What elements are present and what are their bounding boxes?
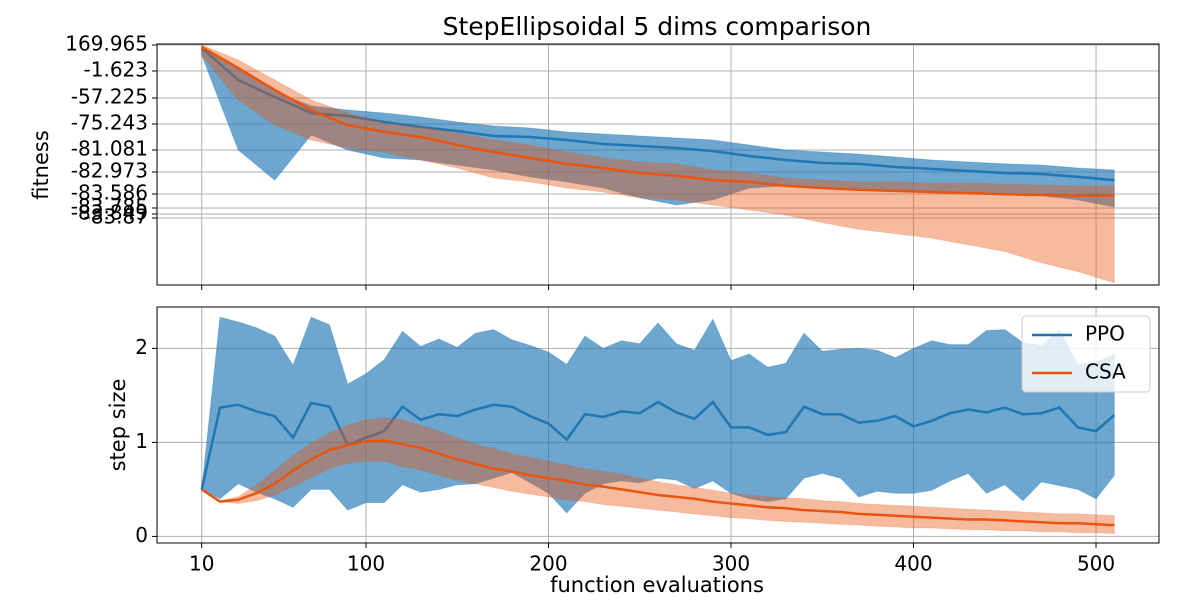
y-tick-label: 0 bbox=[135, 523, 148, 547]
confidence-band bbox=[201, 316, 1115, 514]
y-axis-label: step size bbox=[106, 379, 130, 472]
y-tick-label: -83.586 bbox=[71, 181, 148, 205]
x-tick-label: 200 bbox=[529, 552, 567, 576]
x-tick-label: 400 bbox=[894, 552, 932, 576]
series-line bbox=[200, 47, 1115, 182]
plot-area bbox=[200, 316, 1116, 535]
x-tick-label: 10 bbox=[189, 552, 214, 576]
y-tick-label: -83.87 bbox=[84, 205, 148, 229]
x-tick-label: 300 bbox=[712, 552, 750, 576]
y-tick-label: 1 bbox=[135, 429, 148, 453]
y-tick-label: -57.225 bbox=[71, 85, 148, 109]
y-tick-label: -83.849 bbox=[71, 201, 148, 225]
x-axis-label: function evaluations bbox=[550, 573, 764, 597]
axes-frame bbox=[156, 306, 1160, 544]
y-tick-label: -75.243 bbox=[71, 111, 148, 135]
x-tick-label: 500 bbox=[1077, 552, 1115, 576]
x-tick-label: 100 bbox=[347, 552, 385, 576]
plot-area bbox=[200, 44, 1115, 284]
series-line bbox=[201, 439, 1115, 527]
y-tick-label: -83.785 bbox=[71, 195, 148, 219]
legend-label: PPO bbox=[1085, 322, 1125, 346]
y-tick-label: -82.973 bbox=[71, 159, 148, 183]
chart-title: StepEllipsoidal 5 dims comparison bbox=[443, 12, 872, 41]
y-tick-label: 169.965 bbox=[65, 32, 148, 56]
y-tick-label: -1.623 bbox=[84, 58, 148, 82]
y-tick-label: -81.081 bbox=[71, 137, 148, 161]
confidence-band bbox=[201, 44, 1115, 284]
axes-frame bbox=[156, 43, 1160, 286]
y-tick-label: 2 bbox=[135, 335, 148, 359]
legend-label: CSA bbox=[1085, 360, 1126, 384]
y-axis-label: fitness bbox=[29, 130, 53, 200]
series-line bbox=[201, 45, 1115, 197]
